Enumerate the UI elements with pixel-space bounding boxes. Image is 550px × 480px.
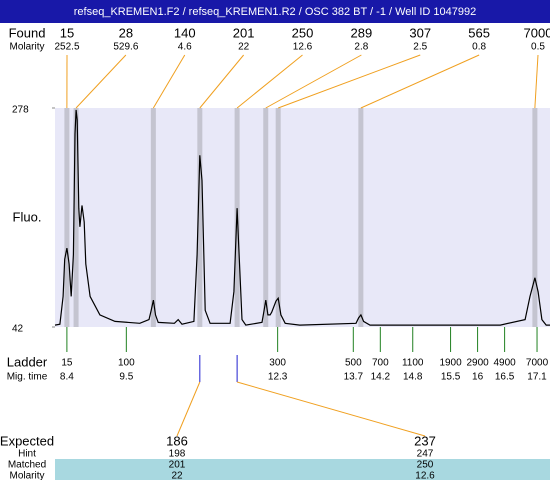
ladder-size: 4900: [493, 358, 516, 369]
mig-time: 13.7: [344, 372, 364, 383]
found-size: 201: [233, 25, 255, 40]
ladder-size: 1100: [402, 358, 424, 369]
peak-band: [263, 108, 269, 327]
found-label: Found: [9, 25, 46, 40]
found-connector: [265, 54, 362, 109]
mig-time: 8.4: [60, 372, 74, 383]
ladder-size: 300: [269, 358, 286, 369]
peak-band: [197, 108, 203, 327]
matched-band: [55, 459, 550, 480]
found-molarity: 12.6: [293, 42, 313, 53]
peak-band: [532, 108, 538, 327]
table-cell: 198: [169, 449, 186, 460]
found-molarity: 2.5: [413, 42, 427, 53]
found-connector: [199, 54, 245, 109]
found-molarity: 252.5: [54, 42, 79, 53]
plot-area: [55, 108, 550, 327]
mig-time: 15.5: [441, 372, 461, 383]
molarity-label: Molarity: [9, 42, 44, 53]
trace: [54, 109, 550, 326]
peak-band: [73, 108, 79, 327]
mig-time: 14.2: [371, 372, 391, 383]
found-molarity: 22: [238, 42, 250, 53]
table-row-label: Expected: [0, 433, 54, 448]
found-molarity: 0.5: [531, 42, 545, 53]
y-tick-label: 42: [12, 324, 24, 335]
mig-time: 9.5: [119, 372, 133, 383]
ladder-size: 15: [61, 358, 73, 369]
table-cell: 201: [169, 460, 186, 471]
found-connector: [236, 54, 303, 109]
peak-band: [150, 108, 156, 327]
ladder-size: 2900: [466, 358, 489, 369]
mig-time-label: Mig. time: [7, 372, 48, 383]
found-molarity: 0.8: [472, 42, 486, 53]
found-size: 289: [351, 25, 373, 40]
found-size: 7000: [524, 25, 550, 40]
ladder-label: Ladder: [7, 354, 48, 369]
ladder-size: 100: [118, 358, 135, 369]
found-connector: [152, 54, 186, 109]
ladder-size: 700: [372, 358, 389, 369]
mig-time: 16.5: [495, 372, 515, 383]
mig-time: 16: [472, 372, 484, 383]
found-size: 565: [468, 25, 490, 40]
title-bar: [0, 0, 550, 23]
table-cell: 12.6: [415, 471, 435, 480]
peak-band: [358, 108, 364, 327]
found-size: 15: [60, 25, 74, 40]
found-molarity: 4.6: [178, 42, 192, 53]
ladder-size: 500: [345, 358, 362, 369]
table-row-label: Matched: [8, 460, 46, 471]
mig-time: 17.1: [527, 372, 547, 383]
table-cell: 22: [171, 471, 183, 480]
ladder-size: 7000: [526, 358, 549, 369]
y-label: Fluo.: [13, 209, 42, 224]
table-row-label: Molarity: [9, 471, 44, 480]
peak-band: [64, 108, 70, 327]
table-cell: 247: [417, 449, 434, 460]
found-connector: [278, 54, 421, 109]
table-cell: 250: [417, 460, 434, 471]
y-tick-label: 278: [12, 105, 29, 116]
found-molarity: 2.8: [354, 42, 368, 53]
title: refseq_KREMEN1.F2 / refseq_KREMEN1.R2 / …: [74, 6, 477, 18]
peak-band: [275, 108, 281, 327]
table-cell: 186: [166, 433, 188, 448]
table-row-label: Hint: [18, 449, 36, 460]
mig-time: 14.8: [403, 372, 423, 383]
found-molarity: 529.6: [113, 42, 138, 53]
mig-time: 12.3: [268, 372, 288, 383]
found-size: 250: [292, 25, 314, 40]
expected-connector: [236, 381, 426, 437]
found-connector: [360, 54, 480, 109]
found-connector: [75, 54, 127, 109]
found-size: 140: [174, 25, 196, 40]
table-cell: 237: [414, 433, 436, 448]
found-size: 28: [119, 25, 133, 40]
expected-connector: [176, 381, 201, 437]
found-connector: [534, 54, 539, 109]
ladder-size: 1900: [439, 358, 462, 369]
found-size: 307: [409, 25, 431, 40]
